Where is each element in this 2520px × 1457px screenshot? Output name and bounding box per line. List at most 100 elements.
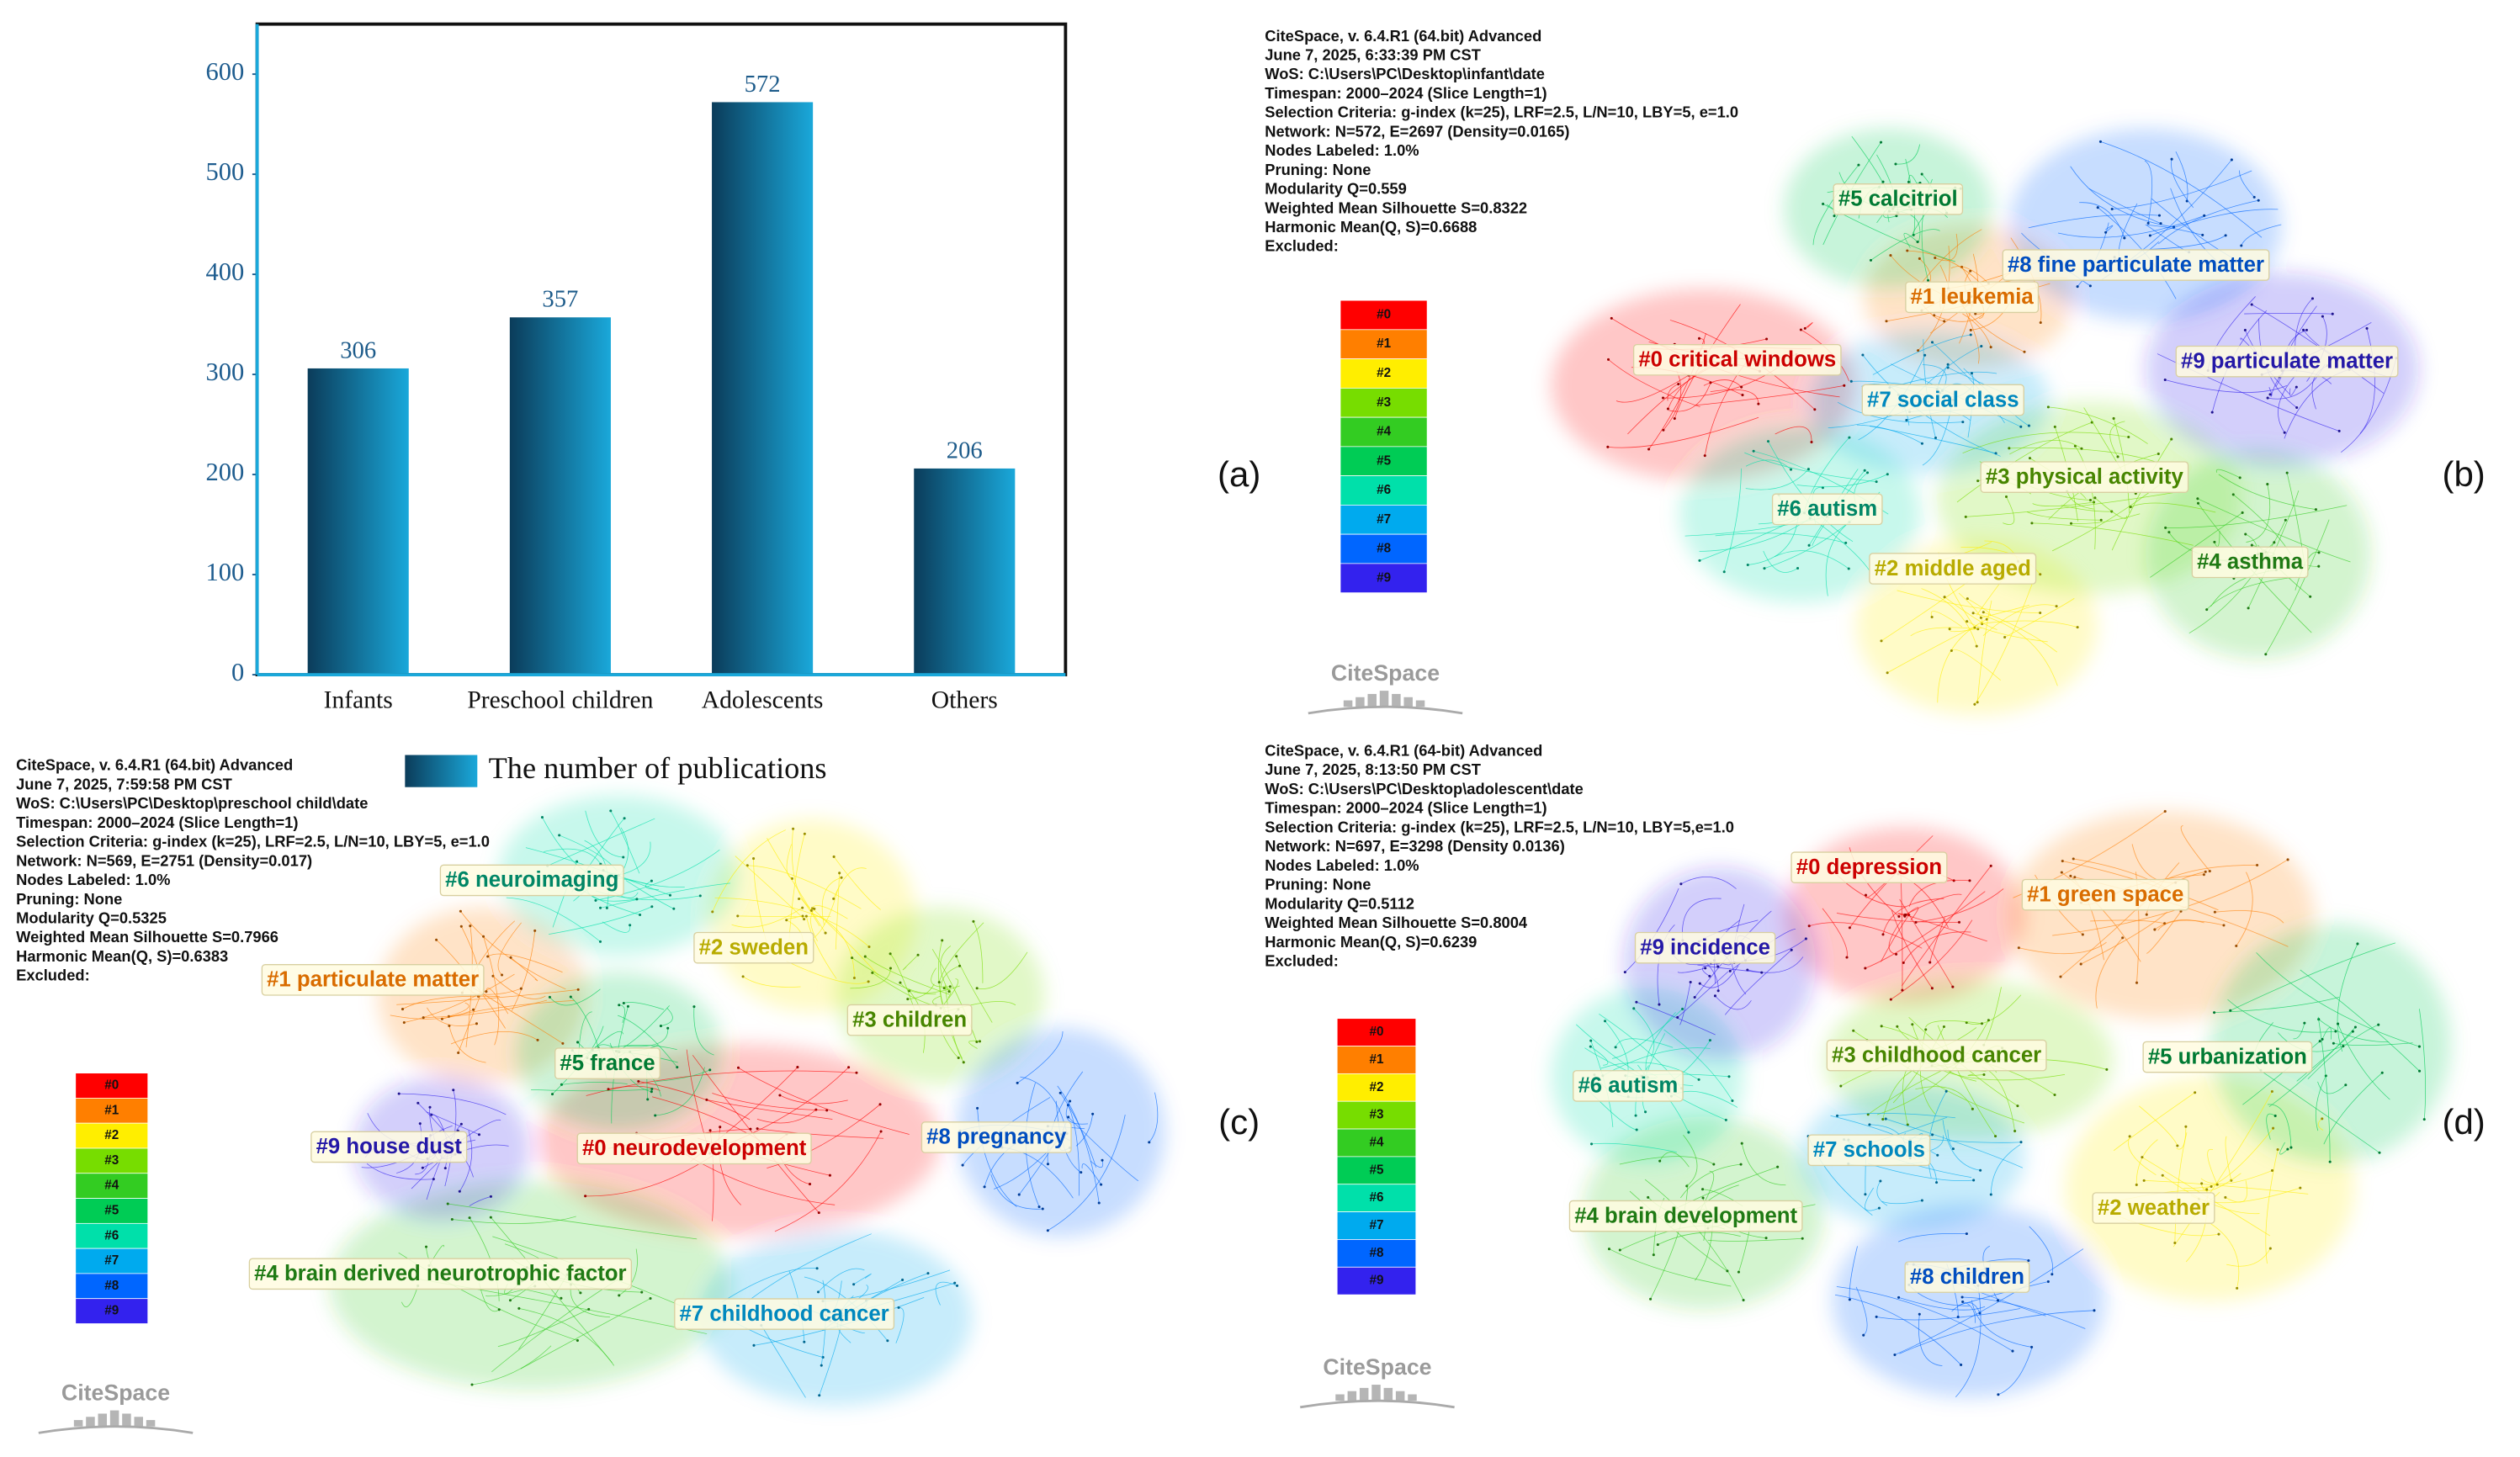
edge (492, 976, 546, 999)
legend-label: #6 (104, 1228, 119, 1242)
logo-bar (1359, 1387, 1369, 1401)
node (2039, 321, 2042, 325)
edge (1836, 1286, 2013, 1352)
edge (1636, 1001, 1716, 1036)
edge (1881, 1200, 1923, 1205)
node (1948, 628, 1951, 631)
panel-label: (d) (2442, 1102, 2485, 1142)
edge (1677, 971, 1729, 1018)
node (1906, 249, 1909, 252)
node (622, 1001, 625, 1005)
node (879, 1130, 883, 1133)
node (1936, 1153, 1939, 1157)
node (2013, 1130, 2017, 1133)
node (975, 987, 979, 990)
node (659, 1025, 662, 1028)
node (1623, 971, 1626, 974)
node (1961, 421, 1965, 424)
edge (1973, 612, 2058, 686)
node (1739, 1163, 1743, 1166)
edge (1865, 891, 1986, 969)
node (1656, 1243, 1659, 1247)
node (452, 1089, 455, 1092)
edge (791, 829, 811, 909)
node (650, 905, 654, 909)
node (847, 1066, 851, 1069)
edge (2150, 512, 2243, 578)
cluster-label: #4 brain development (1574, 1204, 1797, 1227)
node (2019, 425, 2023, 428)
edge (1057, 1085, 1100, 1204)
node (629, 924, 632, 927)
cluster-label-box (554, 1047, 661, 1079)
node (1662, 428, 1665, 432)
edge (810, 905, 848, 919)
legend-swatch (1336, 1156, 1417, 1185)
node (1649, 1297, 1653, 1301)
legend-swatch (1340, 387, 1428, 418)
node (1971, 612, 1975, 615)
node (2053, 425, 2056, 428)
node (1960, 1363, 1963, 1366)
edge (738, 1067, 910, 1135)
cluster-label-box (920, 1121, 1072, 1153)
node (2238, 476, 2241, 479)
info-line: Weighted Mean Silhouette S=0.8322 (1265, 199, 1527, 216)
edge (714, 897, 870, 947)
edge (600, 882, 730, 909)
info-line: Excluded: (1265, 237, 1339, 255)
node (1765, 337, 1769, 341)
node (947, 990, 951, 993)
edge (2028, 214, 2160, 229)
node (1610, 316, 1613, 320)
node (1807, 925, 1811, 928)
edge (1956, 421, 2093, 503)
node (1956, 1316, 1960, 1319)
node (2008, 447, 2011, 450)
edge (2066, 490, 2094, 510)
node (1652, 1253, 1655, 1257)
cluster-label-box (576, 1132, 812, 1165)
legend-label: #7 (1377, 512, 1391, 527)
node (1807, 543, 1811, 547)
edge (1944, 596, 1997, 630)
node (1886, 671, 1889, 675)
node (897, 1306, 900, 1309)
edge (1048, 1115, 1126, 1232)
node (550, 1093, 554, 1096)
node (1875, 1315, 1878, 1318)
node (2244, 532, 2247, 536)
cluster-label-box (2021, 878, 2189, 911)
cluster-label: #0 neurodevelopment (582, 1136, 807, 1160)
logo-bar (1371, 1385, 1381, 1401)
edge (1903, 233, 1918, 248)
edge (491, 1216, 613, 1364)
edge (1619, 1156, 1715, 1165)
node (926, 1272, 930, 1275)
logo-bar (134, 1417, 143, 1427)
node (1801, 1237, 1804, 1240)
node (692, 1005, 696, 1009)
logo-bar (146, 1420, 156, 1427)
node (1789, 468, 1793, 471)
node (501, 973, 504, 977)
node (2146, 221, 2150, 225)
edge (511, 930, 536, 1011)
node (1869, 258, 1873, 262)
node (1880, 1025, 1883, 1028)
edge (1611, 1009, 1683, 1059)
info-line: Weighted Mean Silhouette S=0.8004 (1265, 914, 1528, 931)
node (519, 987, 523, 990)
edge (2197, 498, 2351, 563)
node (1704, 967, 1707, 970)
node (978, 1040, 982, 1043)
edge (366, 1163, 434, 1180)
node (838, 872, 841, 875)
edge (655, 1067, 705, 1116)
edge (1881, 581, 1969, 642)
node (486, 955, 490, 958)
node (801, 914, 804, 918)
edge (1745, 459, 1791, 470)
info-line: Nodes Labeled: 1.0% (16, 871, 170, 888)
edge (1974, 582, 2034, 705)
